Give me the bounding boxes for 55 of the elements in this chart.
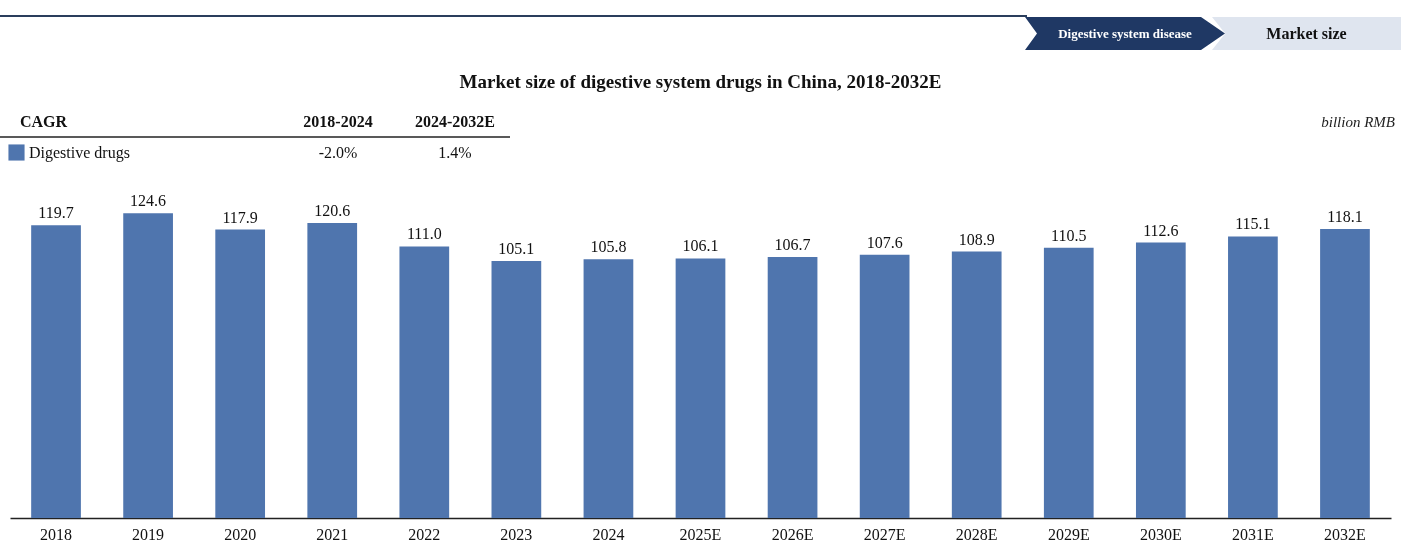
data-label: 105.1 bbox=[498, 239, 535, 257]
x-tick-label: 2025E bbox=[679, 525, 722, 543]
x-tick-label: 2032E bbox=[1324, 525, 1366, 543]
x-tick-label: 2026E bbox=[771, 525, 814, 543]
bar bbox=[307, 222, 358, 518]
data-label: 117.9 bbox=[222, 208, 258, 226]
text: 1.4% bbox=[438, 144, 472, 161]
text: 2018-2024 bbox=[303, 113, 373, 130]
data-label: 112.6 bbox=[1143, 221, 1179, 239]
data-label: 115.1 bbox=[1235, 215, 1271, 233]
data-label: 124.6 bbox=[130, 192, 167, 210]
x-tick-label: 2022 bbox=[408, 525, 441, 543]
chart-title: Market size of digestive system drugs in China, 2018-2032E bbox=[459, 71, 942, 92]
data-label: 106.1 bbox=[682, 237, 719, 255]
data-label: 120.6 bbox=[314, 201, 351, 219]
bar bbox=[1228, 236, 1278, 518]
bar bbox=[31, 225, 81, 518]
data-label: 106.7 bbox=[774, 236, 811, 253]
bar bbox=[1320, 229, 1370, 518]
data-label: 111.0 bbox=[406, 225, 442, 243]
x-tick-label: 2024 bbox=[592, 525, 625, 543]
text: 2024-2032E bbox=[415, 113, 495, 130]
x-tick-label: 2031E bbox=[1232, 525, 1274, 543]
legend-label: Digestive drugs bbox=[29, 143, 130, 162]
x-tick-label: 2023 bbox=[500, 525, 533, 543]
data-label: 105.8 bbox=[590, 238, 627, 256]
bar bbox=[675, 258, 726, 518]
bar bbox=[1043, 247, 1094, 518]
x-tick-label: 2030E bbox=[1139, 525, 1182, 543]
breadcrumb-tab: Digestive system disease bbox=[1025, 17, 1225, 50]
data-label: 107.6 bbox=[866, 233, 903, 251]
text: CAGR bbox=[20, 113, 68, 130]
data-label: 118.1 bbox=[1327, 208, 1363, 226]
x-tick-label: 2021 bbox=[316, 525, 349, 543]
x-tick-label: 2019 bbox=[132, 525, 165, 543]
text: -2.0% bbox=[318, 144, 358, 161]
data-label: 108.9 bbox=[958, 230, 995, 248]
x-tick-label: 2028E bbox=[955, 525, 998, 543]
x-tick-label: 2020 bbox=[224, 525, 257, 543]
breadcrumb-tab: Market size bbox=[1212, 17, 1401, 50]
bar bbox=[1135, 242, 1186, 518]
bar bbox=[859, 254, 910, 518]
x-tick-label: 2029E bbox=[1047, 525, 1090, 543]
data-label: 110.5 bbox=[1051, 226, 1087, 244]
text: billion RMB bbox=[1321, 114, 1395, 130]
bar bbox=[767, 257, 818, 518]
bar bbox=[491, 260, 542, 518]
x-tick-label: 2018 bbox=[40, 525, 73, 543]
bar bbox=[123, 213, 173, 518]
bar bbox=[215, 229, 266, 518]
x-tick-label: 2027E bbox=[863, 525, 906, 543]
bar bbox=[399, 246, 450, 518]
data-label: 119.7 bbox=[38, 204, 74, 222]
bar bbox=[951, 251, 1002, 518]
bar bbox=[583, 259, 634, 518]
